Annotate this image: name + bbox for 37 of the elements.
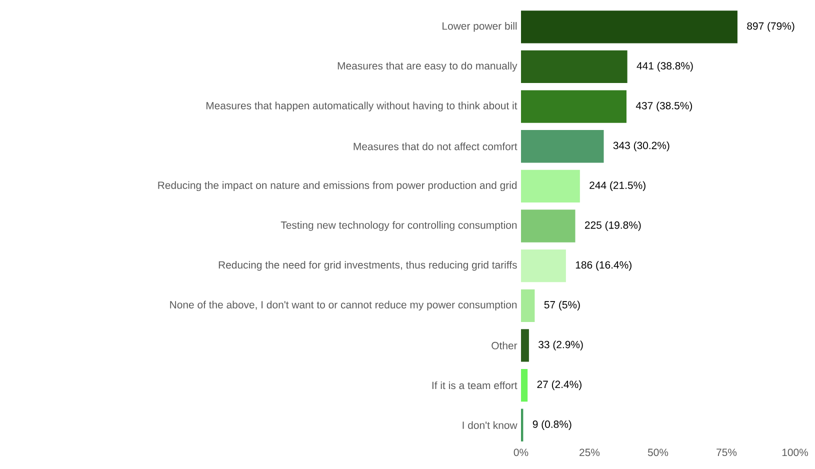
x-tick-label: 50% [648,448,668,456]
data-label: 244 (21.5%) [590,181,646,192]
bar [521,50,628,84]
y-tick-label: None of the above, I don't want to or cannot reduce my power consumption [170,300,517,311]
data-label: 437 (38.5%) [636,102,692,112]
bar [521,210,576,242]
y-tick-label: Testing new technology for controlling consumption [280,221,517,231]
y-tick-label: Reducing the need for grid investments, thus reducing grid tariffs [218,260,517,271]
y-tick-label: Other [492,342,518,350]
bar [521,10,738,44]
data-label: 33 (2.9%) [538,340,583,350]
bar [521,90,626,123]
data-label: 343 (30.2%) [613,141,670,152]
data-label: 27 (2.4%) [537,380,582,390]
bar [521,368,528,402]
data-label: 57 (5%) [544,300,580,311]
data-label: 9 (0.8%) [532,420,572,430]
x-tick-label: 25% [580,448,600,456]
data-label: 186 (16.4%) [576,260,632,271]
y-tick-label: Measures that are easy to do manually [338,62,518,72]
data-label: 441 (38.8%) [636,62,693,72]
bar [521,130,604,163]
y-tick-label: Measures that do not affect comfort [354,142,518,150]
bar [521,249,566,282]
bar [521,170,580,203]
y-tick-label: I don't know [462,421,518,429]
data-label: 897 (79%) [747,22,794,32]
bar [521,329,529,362]
x-tick-label: 75% [716,448,737,456]
y-tick-label: Reducing the impact on nature and emissions from power production and grid [158,181,517,192]
y-tick-label: Lower power bill [442,22,517,32]
y-tick-label: Measures that happen automatically without having to think about it [206,102,518,112]
bar [521,289,535,322]
x-tick-label: 0% [514,448,528,456]
y-tick-label: If it is a team effort [432,381,518,390]
data-label: 225 (19.8%) [584,221,641,231]
x-tick-label: 100% [782,448,808,456]
